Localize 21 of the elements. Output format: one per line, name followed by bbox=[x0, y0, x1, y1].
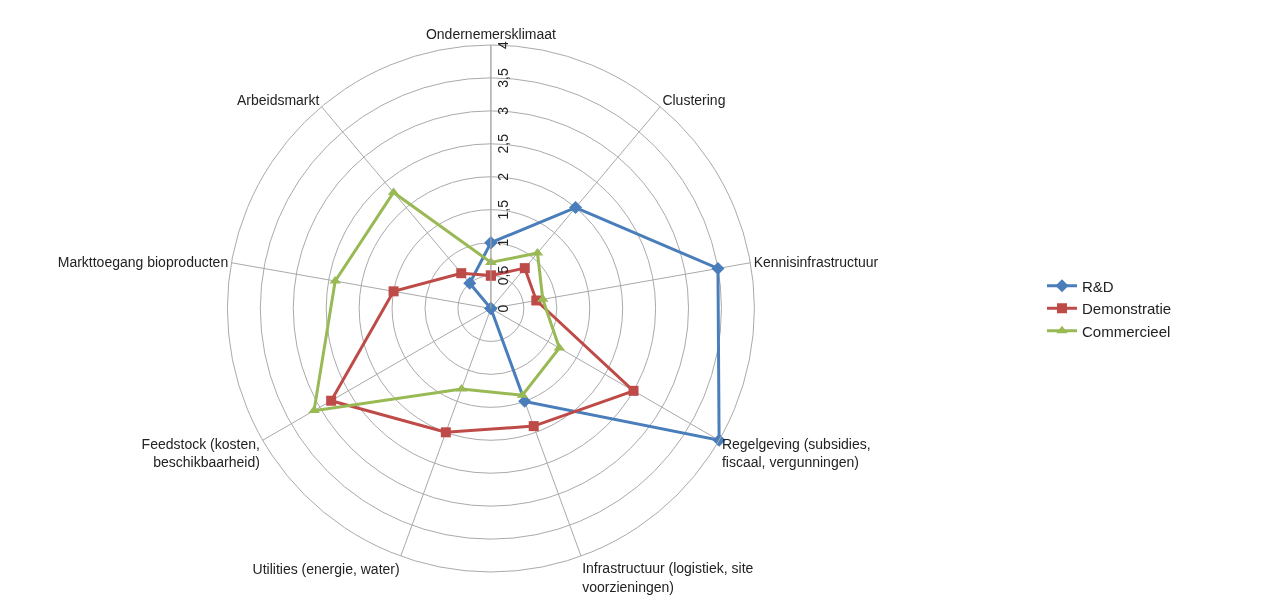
spoke-label: Feedstock (kosten, beschikbaarheid) bbox=[141, 435, 260, 470]
y-tick-label: 1 bbox=[495, 238, 512, 247]
spoke-label: Clustering bbox=[662, 92, 726, 109]
y-tick-label: 2,5 bbox=[495, 133, 512, 154]
y-tick-label: 3 bbox=[495, 106, 512, 115]
spoke-label: Markttoegang bioproducten bbox=[57, 253, 229, 270]
spoke-label: Ondernemersklimaat bbox=[425, 25, 556, 42]
legend-label: R&D bbox=[1082, 277, 1114, 295]
y-tick-label: 3,5 bbox=[495, 68, 512, 88]
y-tick-label: 0,5 bbox=[495, 265, 512, 286]
y-tick-label: 4 bbox=[495, 40, 512, 49]
spoke-label: Arbeidsmarkt bbox=[236, 92, 320, 109]
spoke-label: Kennisinfrastructuur bbox=[753, 253, 879, 270]
legend-label: Demonstratie bbox=[1082, 300, 1172, 318]
y-tick-label: 2 bbox=[495, 172, 512, 181]
y-tick-label: 1,5 bbox=[495, 199, 512, 220]
spoke-label: Infrastructuur (logistiek, site voorzieningen) bbox=[582, 560, 754, 595]
y-tick-label: 0 bbox=[495, 304, 512, 313]
spoke-label: Utilities (energie, water) bbox=[252, 561, 400, 578]
legend-label: Commercieel bbox=[1082, 322, 1171, 340]
spoke-label: Regelgeving (subsidies, fiscaal, vergunningen) bbox=[721, 435, 871, 470]
